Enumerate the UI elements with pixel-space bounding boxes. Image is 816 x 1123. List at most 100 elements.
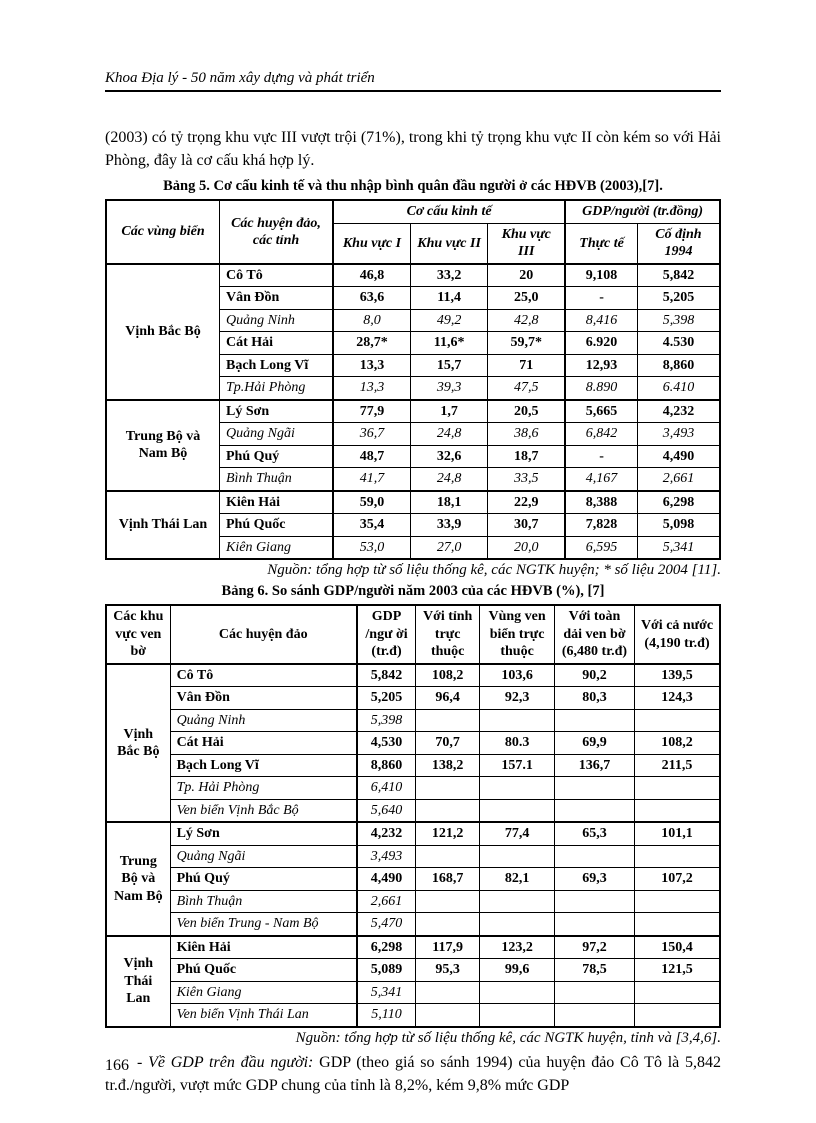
t6-cell: 136,7: [554, 754, 634, 777]
t5-cell: -: [565, 445, 637, 468]
t6-row-name: Vân Đồn: [170, 687, 357, 710]
t6-row-name: Ven biển Vịnh Bắc Bộ: [170, 799, 357, 822]
t6-cell: 108,2: [416, 664, 480, 687]
t5-cell: 30,7: [488, 514, 565, 537]
t5-cell: 35,4: [333, 514, 410, 537]
t5-cell: 71: [488, 354, 565, 377]
t6-cell: [480, 1004, 555, 1027]
t5-cell: 33,5: [488, 468, 565, 491]
t6-cell: [480, 709, 555, 732]
t5-cell: 5,098: [637, 514, 720, 537]
t6-cell: [480, 890, 555, 913]
t5-cell: 8,388: [565, 491, 637, 514]
t6-row-name: Kiên Giang: [170, 981, 357, 1004]
t6-cell: 95,3: [416, 959, 480, 982]
t5-row-name: Quảng Ngãi: [220, 423, 334, 446]
t5-cell: 5,665: [565, 400, 637, 423]
t6-h-region: Các khu vực ven bờ: [106, 605, 170, 664]
t6-cell: 8,860: [357, 754, 416, 777]
t6-cell: 5,398: [357, 709, 416, 732]
t5-row-name: Vân Đồn: [220, 287, 334, 310]
t6-cell: 5,640: [357, 799, 416, 822]
t5-cell: 24,8: [410, 468, 487, 491]
t5-cell: 20,0: [488, 536, 565, 559]
t6-cell: 150,4: [635, 936, 720, 959]
t5-region-cell: Vịnh Bắc Bộ: [106, 264, 220, 400]
t5-row-name: Cát Hải: [220, 332, 334, 355]
t5-cell: 24,8: [410, 423, 487, 446]
t6-cell: 101,1: [635, 822, 720, 845]
t6-cell: 69,9: [554, 732, 634, 755]
t5-cell: 7,828: [565, 514, 637, 537]
intro-paragraph: (2003) có tỷ trọng khu vực III vượt trội…: [105, 126, 721, 172]
t5-cell: 11,6*: [410, 332, 487, 355]
page-number: 166: [105, 1057, 129, 1075]
t5-cell: 5,842: [637, 264, 720, 287]
t5-cell: 15,7: [410, 354, 487, 377]
t5-h-region: Các vùng biển: [106, 200, 220, 264]
table6: Các khu vực ven bờCác huyện đảoGDP /ngư …: [105, 604, 721, 1028]
t6-cell: [554, 1004, 634, 1027]
t6-cell: 69,3: [554, 868, 634, 891]
t5-cell: 12,93: [565, 354, 637, 377]
t5-cell: 13,3: [333, 354, 410, 377]
t6-h-tinh: Với tỉnh trực thuộc: [416, 605, 480, 664]
t6-cell: 3,493: [357, 845, 416, 868]
t5-cell: 8.890: [565, 377, 637, 400]
t5-cell: 59,7*: [488, 332, 565, 355]
t5-row-name: Bạch Long Vĩ: [220, 354, 334, 377]
t6-cell: 4,232: [357, 822, 416, 845]
t6-cell: 139,5: [635, 664, 720, 687]
t5-cell: 6,298: [637, 491, 720, 514]
t6-cell: 138,2: [416, 754, 480, 777]
t6-cell: 103,6: [480, 664, 555, 687]
t5-cell: 48,7: [333, 445, 410, 468]
t5-cell: 5,398: [637, 309, 720, 332]
t5-cell: 32,6: [410, 445, 487, 468]
t5-cell: 13,3: [333, 377, 410, 400]
t6-cell: [554, 709, 634, 732]
t6-region-cell: Trung Bộ và Nam Bộ: [106, 822, 170, 936]
t6-cell: 78,5: [554, 959, 634, 982]
t5-cell: 9,108: [565, 264, 637, 287]
table5: Các vùng biểnCác huyện đảo, các tỉnhCơ c…: [105, 199, 721, 560]
t5-cell: 6.920: [565, 332, 637, 355]
t5-row-name: Cô Tô: [220, 264, 334, 287]
t6-cell: 211,5: [635, 754, 720, 777]
t6-cell: 121,5: [635, 959, 720, 982]
t6-cell: 82,1: [480, 868, 555, 891]
t5-cell: 28,7*: [333, 332, 410, 355]
t6-row-name: Cô Tô: [170, 664, 357, 687]
t5-row-name: Kiên Giang: [220, 536, 334, 559]
t5-cell: 77,9: [333, 400, 410, 423]
t5-row-name: Bình Thuận: [220, 468, 334, 491]
t5-cell: 6.410: [637, 377, 720, 400]
t6-cell: [554, 913, 634, 936]
t5-cell: 4.530: [637, 332, 720, 355]
t6-cell: [480, 799, 555, 822]
t6-cell: 108,2: [635, 732, 720, 755]
t5-h-district: Các huyện đảo, các tỉnh: [220, 200, 334, 264]
t6-cell: 2,661: [357, 890, 416, 913]
t6-cell: [416, 890, 480, 913]
t6-row-name: Kiên Hải: [170, 936, 357, 959]
t6-row-name: Ven biển Vịnh Thái Lan: [170, 1004, 357, 1027]
t6-cell: 5,842: [357, 664, 416, 687]
t6-row-name: Quảng Ngãi: [170, 845, 357, 868]
t5-cell: 22,9: [488, 491, 565, 514]
t6-row-name: Ven biển Trung - Nam Bộ: [170, 913, 357, 936]
t6-cell: [554, 777, 634, 800]
t6-cell: 80,3: [554, 687, 634, 710]
t6-cell: [554, 981, 634, 1004]
t5-cell: 39,3: [410, 377, 487, 400]
t6-row-name: Cát Hải: [170, 732, 357, 755]
t6-cell: [480, 913, 555, 936]
t6-row-name: Bình Thuận: [170, 890, 357, 913]
t6-cell: [635, 777, 720, 800]
t6-cell: 123,2: [480, 936, 555, 959]
t5-cell: 46,8: [333, 264, 410, 287]
t6-row-name: Phú Quốc: [170, 959, 357, 982]
t6-cell: 168,7: [416, 868, 480, 891]
t5-cell: 6,842: [565, 423, 637, 446]
t5-cell: 47,5: [488, 377, 565, 400]
